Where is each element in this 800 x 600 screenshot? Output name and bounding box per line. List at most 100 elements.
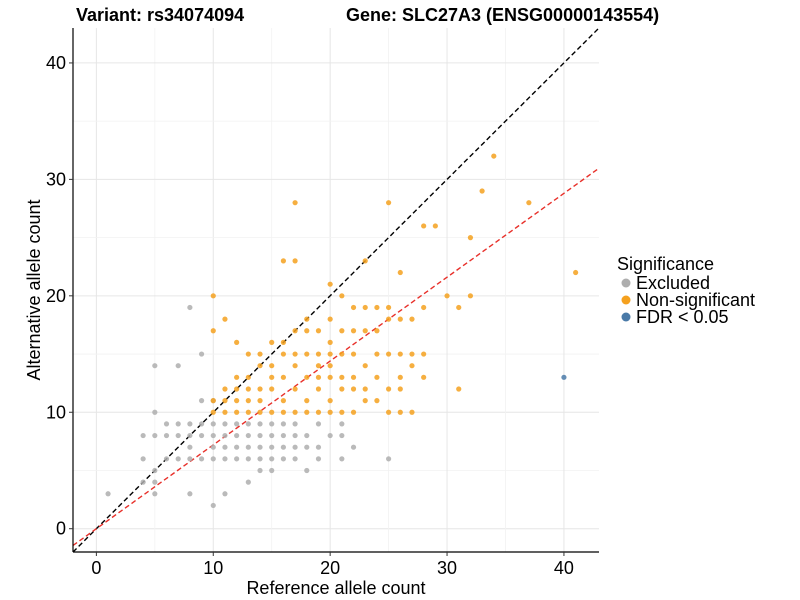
data-point-excluded	[292, 432, 298, 439]
data-point-excluded	[386, 456, 392, 462]
data-point-non-significant	[245, 351, 251, 357]
legend-swatch-excluded	[621, 278, 631, 288]
data-point-excluded	[280, 444, 286, 450]
data-point-non-significant	[292, 386, 298, 392]
legend-title: Significance	[617, 254, 714, 274]
data-point-non-significant	[280, 409, 286, 415]
data-point-excluded	[175, 456, 181, 462]
data-point-excluded	[245, 444, 251, 450]
data-point-non-significant	[409, 351, 415, 357]
data-point-excluded	[292, 456, 298, 462]
data-point-excluded	[222, 444, 228, 450]
data-point-excluded	[210, 444, 216, 450]
data-point-non-significant	[315, 363, 322, 369]
data-point-non-significant	[304, 351, 310, 357]
data-point-non-significant	[257, 386, 263, 392]
data-point-non-significant	[362, 304, 368, 311]
data-point-non-significant	[327, 281, 333, 287]
data-point-excluded	[163, 456, 170, 462]
data-point-excluded	[152, 409, 158, 415]
legend-label-fdr: FDR < 0.05	[636, 307, 729, 327]
data-point-non-significant	[245, 398, 251, 404]
data-point-excluded	[222, 456, 228, 462]
data-point-non-significant	[327, 363, 333, 369]
x-tick-label: 40	[554, 558, 574, 578]
legend-swatch-non-significant	[621, 295, 631, 305]
data-point-non-significant	[432, 223, 438, 229]
y-tick-label: 0	[56, 519, 66, 539]
data-point-non-significant	[374, 304, 380, 311]
data-point-excluded	[292, 444, 298, 450]
data-point-excluded	[245, 432, 251, 439]
data-point-excluded	[269, 432, 275, 439]
data-point-excluded	[198, 421, 205, 427]
data-point-excluded	[315, 444, 322, 450]
data-point-non-significant	[467, 235, 474, 241]
data-point-non-significant	[397, 386, 403, 392]
data-point-non-significant	[222, 316, 228, 322]
data-point-excluded	[187, 491, 193, 497]
data-point-non-significant	[280, 374, 286, 380]
data-point-non-significant	[397, 269, 403, 276]
data-point-excluded	[187, 304, 193, 311]
data-point-non-significant	[315, 328, 322, 334]
data-point-excluded	[163, 421, 170, 427]
data-point-excluded	[187, 444, 193, 450]
data-point-excluded	[257, 456, 263, 462]
data-point-non-significant	[386, 386, 392, 392]
data-point-non-significant	[362, 386, 368, 392]
data-point-non-significant	[257, 409, 263, 415]
data-point-excluded	[257, 444, 263, 450]
data-point-non-significant	[327, 374, 333, 380]
reference-lines	[72, 27, 600, 553]
data-point-non-significant	[374, 398, 380, 404]
data-point-excluded	[187, 421, 193, 427]
axes	[72, 28, 599, 553]
data-point-non-significant	[257, 363, 263, 369]
data-point-non-significant	[234, 409, 240, 415]
data-point-non-significant	[280, 398, 286, 404]
data-point-non-significant	[397, 351, 403, 357]
data-point-excluded	[210, 421, 216, 427]
data-point-non-significant	[350, 351, 357, 357]
data-point-non-significant	[339, 351, 345, 357]
data-point-non-significant	[374, 351, 380, 357]
data-point-excluded	[140, 479, 146, 485]
data-point-excluded	[257, 467, 263, 474]
data-point-non-significant	[327, 316, 333, 322]
data-point-non-significant	[327, 398, 333, 404]
data-point-excluded	[140, 456, 146, 462]
data-point-non-significant	[292, 409, 298, 415]
data-point-non-significant	[315, 386, 322, 392]
data-point-excluded	[152, 491, 158, 497]
data-point-non-significant	[245, 386, 251, 392]
data-point-non-significant	[409, 316, 415, 322]
data-point-excluded	[280, 432, 286, 439]
data-point-excluded	[327, 432, 333, 439]
ticks: 0 10 20 30 40 0 10 20 30 40	[46, 53, 574, 578]
data-point-non-significant	[491, 153, 497, 159]
data-point-excluded	[269, 456, 275, 462]
y-tick-label: 40	[46, 53, 66, 73]
data-point-excluded	[234, 421, 240, 427]
data-point-non-significant	[350, 409, 357, 415]
data-point-non-significant	[269, 363, 275, 369]
data-point-non-significant	[234, 339, 240, 345]
data-point-non-significant	[327, 351, 333, 357]
data-point-excluded	[222, 421, 228, 427]
data-point-excluded	[187, 432, 193, 439]
data-point-excluded	[152, 432, 158, 439]
data-point-non-significant	[421, 304, 427, 311]
data-point-non-significant	[280, 258, 286, 264]
data-point-non-significant	[257, 398, 263, 404]
data-point-non-significant	[210, 398, 216, 404]
x-axis-title: Reference allele count	[246, 578, 425, 598]
data-point-excluded	[315, 421, 322, 427]
data-point-non-significant	[456, 386, 462, 392]
data-point-non-significant	[339, 328, 345, 334]
data-point-excluded	[210, 456, 216, 462]
grid	[73, 28, 599, 552]
data-point-non-significant	[292, 258, 298, 264]
chart-title-variant: Variant: rs34074094	[76, 5, 244, 25]
data-point-excluded	[304, 444, 310, 450]
